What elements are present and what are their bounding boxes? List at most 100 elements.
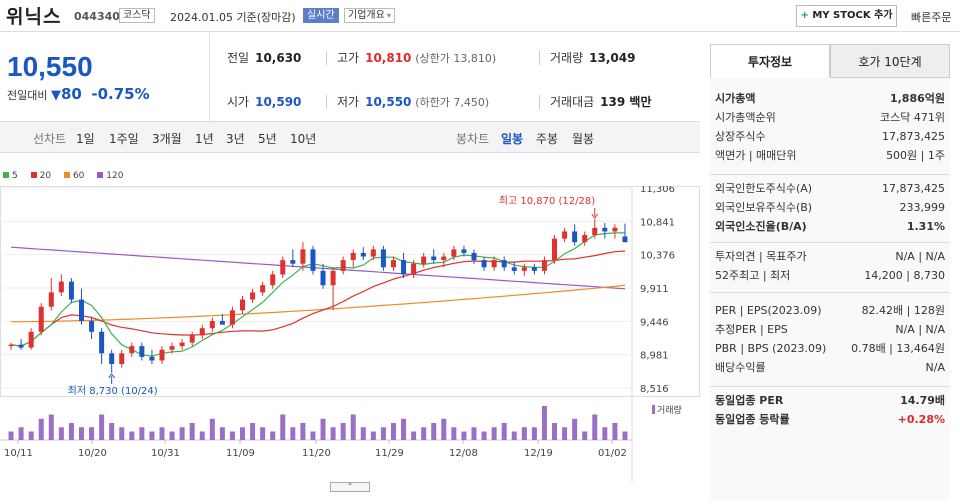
tab-10y[interactable]: 10년 bbox=[290, 132, 317, 146]
info-row: 상장주식수 17,873,425 bbox=[715, 128, 945, 146]
volume-bar bbox=[531, 427, 537, 440]
candle-body bbox=[441, 256, 447, 261]
change-value: 80 bbox=[60, 85, 82, 103]
mystock-add-button[interactable]: + MY STOCK 추가 bbox=[796, 5, 897, 27]
info-label: 동일업종 PER bbox=[715, 394, 784, 407]
candle-body bbox=[411, 263, 417, 275]
tab-3y[interactable]: 3년 bbox=[226, 132, 245, 146]
candle-body bbox=[501, 260, 507, 268]
candle-body bbox=[260, 285, 266, 293]
current-price: 10,550 bbox=[7, 51, 93, 82]
price-chart[interactable]: 11,306 10,841 10,376 9,911 9,446 8,981 8,516 최고… bbox=[0, 184, 700, 500]
candle-body bbox=[390, 260, 396, 268]
info-row: 52주최고 | 최저 14,200 | 8,730 bbox=[715, 267, 945, 285]
volume-bar bbox=[199, 431, 205, 440]
mystock-label: MY STOCK 추가 bbox=[812, 10, 893, 21]
company-overview-label: 기업개요 bbox=[348, 10, 385, 21]
tab-daily[interactable]: 일봉 bbox=[501, 132, 524, 146]
candle-body bbox=[219, 321, 225, 325]
high-annotation: 최고 10,870 (12/28) bbox=[499, 195, 595, 207]
candle-body bbox=[360, 252, 366, 257]
candle-body bbox=[58, 281, 64, 293]
tab-1d[interactable]: 1일 bbox=[76, 132, 95, 146]
candle-body bbox=[602, 227, 608, 232]
tab-1y[interactable]: 1년 bbox=[195, 132, 214, 146]
candle-body bbox=[612, 227, 618, 232]
volume-bar bbox=[270, 431, 276, 440]
open-price: 시가 10,590 bbox=[227, 95, 302, 109]
x-tick-label: 11/29 bbox=[375, 448, 404, 459]
volume-legend-label: 거래량 bbox=[657, 404, 682, 416]
candle-body bbox=[28, 331, 34, 348]
info-row: 투자의견 | 목표주가 N/A | N/A bbox=[715, 248, 945, 266]
investment-info-panel: 투자정보 호가 10단계 시가총액 1,886억원 시가총액순위 코스닥 471위 상장… bbox=[710, 44, 950, 500]
candle-body bbox=[401, 260, 407, 275]
info-label: 외국인한도주식수(A) bbox=[715, 182, 813, 195]
volume-bar bbox=[68, 423, 74, 440]
volume-bar bbox=[380, 427, 386, 440]
ma20-line bbox=[10, 250, 626, 347]
candle-body bbox=[68, 281, 74, 300]
volume-bar bbox=[189, 423, 195, 440]
candle-body bbox=[38, 306, 44, 332]
tab-5y[interactable]: 5년 bbox=[258, 132, 277, 146]
candle-body bbox=[582, 235, 588, 243]
volume-bar bbox=[441, 418, 447, 440]
ma60-line bbox=[10, 284, 626, 323]
info-label: 상장주식수 bbox=[715, 130, 766, 143]
volume-bar bbox=[290, 427, 296, 440]
candlestick-chart[interactable]: 11,306 10,841 10,376 9,911 9,446 8,981 8,516 최고… bbox=[0, 184, 700, 500]
candle-body bbox=[139, 346, 145, 357]
tab-weekly[interactable]: 주봉 bbox=[536, 132, 559, 146]
candle-body bbox=[229, 310, 235, 325]
tab-order-book[interactable]: 호가 10단계 bbox=[830, 44, 950, 78]
candle-body bbox=[290, 260, 296, 264]
volume-bar bbox=[612, 423, 618, 440]
candle-body bbox=[270, 274, 276, 286]
info-row: 추정PER | EPS N/A | N/A bbox=[715, 321, 945, 339]
tab-investment-info[interactable]: 투자정보 bbox=[710, 44, 830, 78]
info-row: 외국인한도주식수(A) 17,873,425 bbox=[715, 180, 945, 198]
volume-bar bbox=[431, 423, 437, 440]
candle-body bbox=[109, 353, 115, 365]
ma-legend: 5 20 60 120 bbox=[3, 171, 133, 181]
volume-bar bbox=[521, 427, 527, 440]
chart-scroll-handle[interactable]: ⌃ bbox=[330, 482, 370, 492]
stock-header: 위닉스 044340 코스닥 2024.01.05 기준(장마감) 실시간 기업… bbox=[0, 0, 960, 32]
company-overview-button[interactable]: 기업개요 ▾ bbox=[344, 8, 395, 23]
candle-body bbox=[330, 270, 336, 286]
volume-bar bbox=[360, 427, 366, 440]
volume-bar bbox=[89, 427, 95, 440]
volume-bar bbox=[209, 418, 215, 440]
candle-body bbox=[562, 231, 568, 239]
volume-bar bbox=[592, 414, 598, 440]
candle-body bbox=[300, 249, 306, 264]
tab-3m[interactable]: 3개월 bbox=[152, 132, 182, 146]
info-value: 17,873,425 bbox=[882, 182, 945, 195]
volume-bar bbox=[411, 431, 417, 440]
realtime-tag[interactable]: 실시간 bbox=[303, 8, 339, 23]
volume-bar bbox=[340, 423, 346, 440]
tab-monthly[interactable]: 월봉 bbox=[572, 132, 595, 146]
quick-order-link[interactable]: 빠른주문 bbox=[911, 11, 952, 24]
info-value: 14,200 | 8,730 bbox=[864, 269, 945, 282]
candle-body bbox=[310, 249, 316, 271]
candle-body bbox=[99, 331, 105, 354]
low-price: 저가 10,550 (하한가 7,450) bbox=[337, 95, 490, 109]
x-tick-label: 01/02 bbox=[598, 448, 627, 459]
volume-bar bbox=[149, 431, 155, 440]
volume-bar bbox=[99, 414, 105, 440]
info-value: 1.31% bbox=[906, 220, 945, 233]
info-row: PBR | BPS (2023.09) 0.78배 | 13,464원 bbox=[715, 340, 945, 358]
ma120-line bbox=[10, 246, 626, 290]
volume-bar bbox=[78, 427, 84, 440]
info-label: 외국인소진율(B/A) bbox=[715, 220, 807, 233]
volume-bar bbox=[572, 418, 578, 440]
candle-body bbox=[129, 346, 135, 354]
volume-bar bbox=[310, 431, 316, 440]
tab-1w[interactable]: 1주일 bbox=[109, 132, 139, 146]
candle-body bbox=[209, 321, 215, 329]
info-value: 1,886억원 bbox=[889, 92, 945, 105]
prev-close: 전일 10,630 bbox=[227, 51, 302, 65]
info-value: 82.42배 | 128원 bbox=[861, 304, 945, 317]
